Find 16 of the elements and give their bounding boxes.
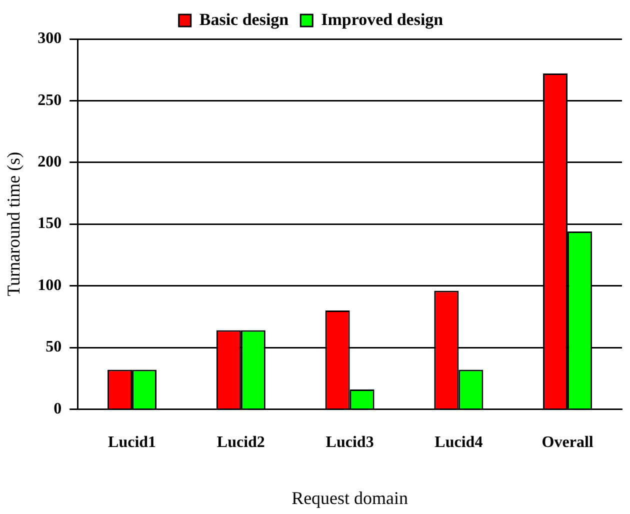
x-tick-label: Lucid3 (326, 434, 374, 451)
x-tick-label: Lucid4 (434, 434, 483, 451)
legend-label: Basic design (199, 10, 290, 29)
y-tick-label: 50 (46, 338, 62, 356)
y-tick-label: 150 (38, 215, 62, 232)
y-tick-label: 300 (38, 30, 62, 48)
legend-label: Improved design (321, 10, 444, 29)
x-tick-label: Lucid1 (108, 434, 156, 451)
x-axis-title: Request domain (292, 488, 408, 508)
x-tick-label: Overall (542, 434, 594, 451)
y-tick-label: 0 (54, 400, 62, 418)
y-tick-label: 200 (38, 154, 62, 171)
x-tick-label: Lucid2 (216, 434, 265, 451)
y-tick-label: 250 (38, 92, 62, 109)
y-tick-label: 100 (38, 276, 62, 294)
y-axis-title: Turnaround time (s) (4, 152, 24, 296)
